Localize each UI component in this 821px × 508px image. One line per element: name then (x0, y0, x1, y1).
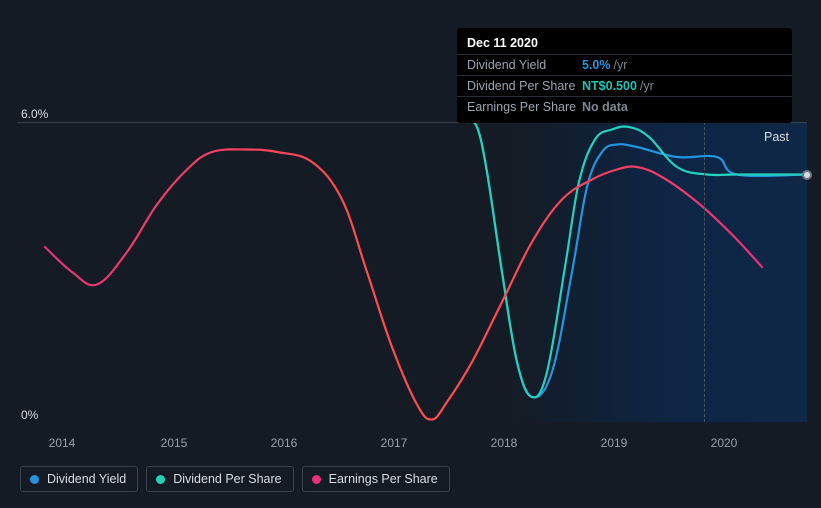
legend-swatch (312, 475, 321, 484)
tooltip-date: Dec 11 2020 (457, 34, 792, 54)
tooltip-row-earnings-per-share: Earnings Per Share No data (457, 96, 792, 117)
x-axis-tick: 2019 (601, 436, 628, 450)
legend-item-earnings-per-share[interactable]: Earnings Per Share (302, 466, 450, 492)
past-label: Past (764, 130, 789, 144)
legend-item-dividend-per-share[interactable]: Dividend Per Share (146, 466, 293, 492)
tooltip-value: 5.0% (582, 58, 611, 72)
x-axis-tick: 2017 (381, 436, 408, 450)
x-axis-tick: 2014 (49, 436, 76, 450)
tooltip-value: NT$0.500 (582, 79, 637, 93)
tooltip-unit: /yr (640, 79, 654, 93)
legend-swatch (30, 475, 39, 484)
legend-label: Dividend Yield (47, 472, 126, 486)
tooltip-value: No data (582, 100, 628, 114)
tooltip-label: Earnings Per Share (467, 100, 582, 114)
tooltip-row-dividend-yield: Dividend Yield 5.0% /yr (457, 54, 792, 75)
vertical-rule (704, 122, 705, 422)
tooltip-label: Dividend Yield (467, 58, 582, 72)
legend-item-dividend-yield[interactable]: Dividend Yield (20, 466, 138, 492)
x-axis-tick: 2016 (271, 436, 298, 450)
chart-tooltip: Dec 11 2020 Dividend Yield 5.0% /yr Divi… (457, 28, 792, 123)
tooltip-row-dividend-per-share: Dividend Per Share NT$0.500 /yr (457, 75, 792, 96)
legend-label: Earnings Per Share (329, 472, 438, 486)
legend-label: Dividend Per Share (173, 472, 281, 486)
chart-legend: Dividend Yield Dividend Per Share Earnin… (20, 466, 450, 492)
y-axis-tick-max: 6.0% (21, 107, 48, 121)
series-line-earnings_per_share (45, 149, 762, 419)
legend-swatch (156, 475, 165, 484)
plot-area[interactable] (17, 122, 807, 422)
chart-drag-handle[interactable] (802, 170, 812, 180)
x-axis-tick: 2015 (161, 436, 188, 450)
x-axis-tick: 2018 (491, 436, 518, 450)
tooltip-label: Dividend Per Share (467, 79, 582, 93)
tooltip-unit: /yr (614, 58, 628, 72)
dividend-chart: Dec 11 2020 Dividend Yield 5.0% /yr Divi… (17, 10, 807, 455)
x-axis-tick: 2020 (711, 436, 738, 450)
chart-lines-svg (17, 122, 807, 422)
